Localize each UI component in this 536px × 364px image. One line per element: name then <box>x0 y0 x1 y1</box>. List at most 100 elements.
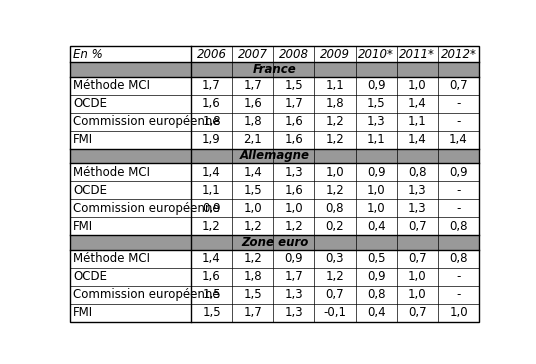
Bar <box>191 250 232 268</box>
Text: OCDE: OCDE <box>73 270 107 283</box>
Bar <box>232 250 273 268</box>
Bar <box>438 304 479 322</box>
Bar <box>70 217 191 235</box>
Bar <box>191 112 232 131</box>
Bar <box>438 250 479 268</box>
Text: 1,0: 1,0 <box>367 183 385 197</box>
Text: 2009: 2009 <box>320 48 350 60</box>
Text: 1,1: 1,1 <box>408 115 427 128</box>
Bar <box>355 112 397 131</box>
Bar <box>232 46 273 62</box>
Bar <box>315 62 355 76</box>
Text: -: - <box>456 183 460 197</box>
Bar <box>70 235 191 250</box>
Bar <box>355 76 397 95</box>
Bar <box>273 76 315 95</box>
Bar <box>397 304 438 322</box>
Bar <box>315 46 355 62</box>
Bar <box>355 163 397 181</box>
Text: 1,4: 1,4 <box>449 133 468 146</box>
Bar <box>70 286 191 304</box>
Text: Commission européenne: Commission européenne <box>73 288 220 301</box>
Text: 0,7: 0,7 <box>449 79 468 92</box>
Bar <box>70 112 191 131</box>
Bar <box>315 304 355 322</box>
Bar <box>438 235 479 250</box>
Bar <box>438 163 479 181</box>
Text: OCDE: OCDE <box>73 97 107 110</box>
Bar <box>438 112 479 131</box>
Text: 1,4: 1,4 <box>202 252 221 265</box>
Text: FMI: FMI <box>73 220 93 233</box>
Bar <box>397 250 438 268</box>
Bar <box>397 199 438 217</box>
Bar <box>70 181 191 199</box>
Text: 2008: 2008 <box>279 48 309 60</box>
Text: 1,3: 1,3 <box>285 288 303 301</box>
Bar <box>191 199 232 217</box>
Bar <box>438 131 479 149</box>
Bar <box>397 286 438 304</box>
Text: 1,6: 1,6 <box>285 133 303 146</box>
Text: 1,6: 1,6 <box>285 183 303 197</box>
Text: FMI: FMI <box>73 306 93 319</box>
Text: Méthode MCI: Méthode MCI <box>73 252 150 265</box>
Text: -: - <box>456 202 460 215</box>
Text: 1,8: 1,8 <box>202 115 221 128</box>
Text: 1,0: 1,0 <box>326 166 344 179</box>
Text: 0,3: 0,3 <box>326 252 344 265</box>
Bar <box>438 217 479 235</box>
Text: -0,1: -0,1 <box>324 306 346 319</box>
Text: 0,8: 0,8 <box>408 166 427 179</box>
Bar <box>397 131 438 149</box>
Bar <box>191 304 232 322</box>
Bar <box>355 250 397 268</box>
Bar <box>191 46 232 62</box>
Bar <box>438 181 479 199</box>
Bar <box>397 217 438 235</box>
Bar <box>438 149 479 163</box>
Bar <box>232 149 273 163</box>
Text: 1,4: 1,4 <box>243 166 262 179</box>
Bar <box>273 217 315 235</box>
Bar <box>70 199 191 217</box>
Bar <box>355 217 397 235</box>
Bar <box>70 304 191 322</box>
Bar <box>70 163 191 181</box>
Text: 1,6: 1,6 <box>285 115 303 128</box>
Text: Méthode MCI: Méthode MCI <box>73 79 150 92</box>
Text: 1,3: 1,3 <box>285 166 303 179</box>
Text: 1,3: 1,3 <box>408 183 427 197</box>
Bar <box>355 95 397 112</box>
Bar <box>355 304 397 322</box>
Text: En %: En % <box>73 48 103 60</box>
Text: 1,8: 1,8 <box>243 270 262 283</box>
Text: 1,0: 1,0 <box>243 202 262 215</box>
Bar <box>315 250 355 268</box>
Text: 1,2: 1,2 <box>285 220 303 233</box>
Text: -: - <box>456 288 460 301</box>
Text: -: - <box>456 270 460 283</box>
Bar <box>273 250 315 268</box>
Bar <box>273 95 315 112</box>
Bar <box>355 131 397 149</box>
Bar <box>438 268 479 286</box>
Text: 2011*: 2011* <box>399 48 435 60</box>
Text: 1,7: 1,7 <box>243 306 262 319</box>
Text: FMI: FMI <box>73 133 93 146</box>
Bar <box>397 268 438 286</box>
Bar <box>191 217 232 235</box>
Bar <box>273 163 315 181</box>
Text: 1,0: 1,0 <box>408 288 427 301</box>
Bar <box>438 46 479 62</box>
Bar <box>355 268 397 286</box>
Bar <box>315 286 355 304</box>
Bar <box>273 46 315 62</box>
Bar <box>191 181 232 199</box>
Bar <box>438 62 479 76</box>
Text: 1,9: 1,9 <box>202 133 221 146</box>
Text: 2012*: 2012* <box>441 48 477 60</box>
Text: 0,8: 0,8 <box>449 220 468 233</box>
Bar <box>315 95 355 112</box>
Bar <box>232 181 273 199</box>
